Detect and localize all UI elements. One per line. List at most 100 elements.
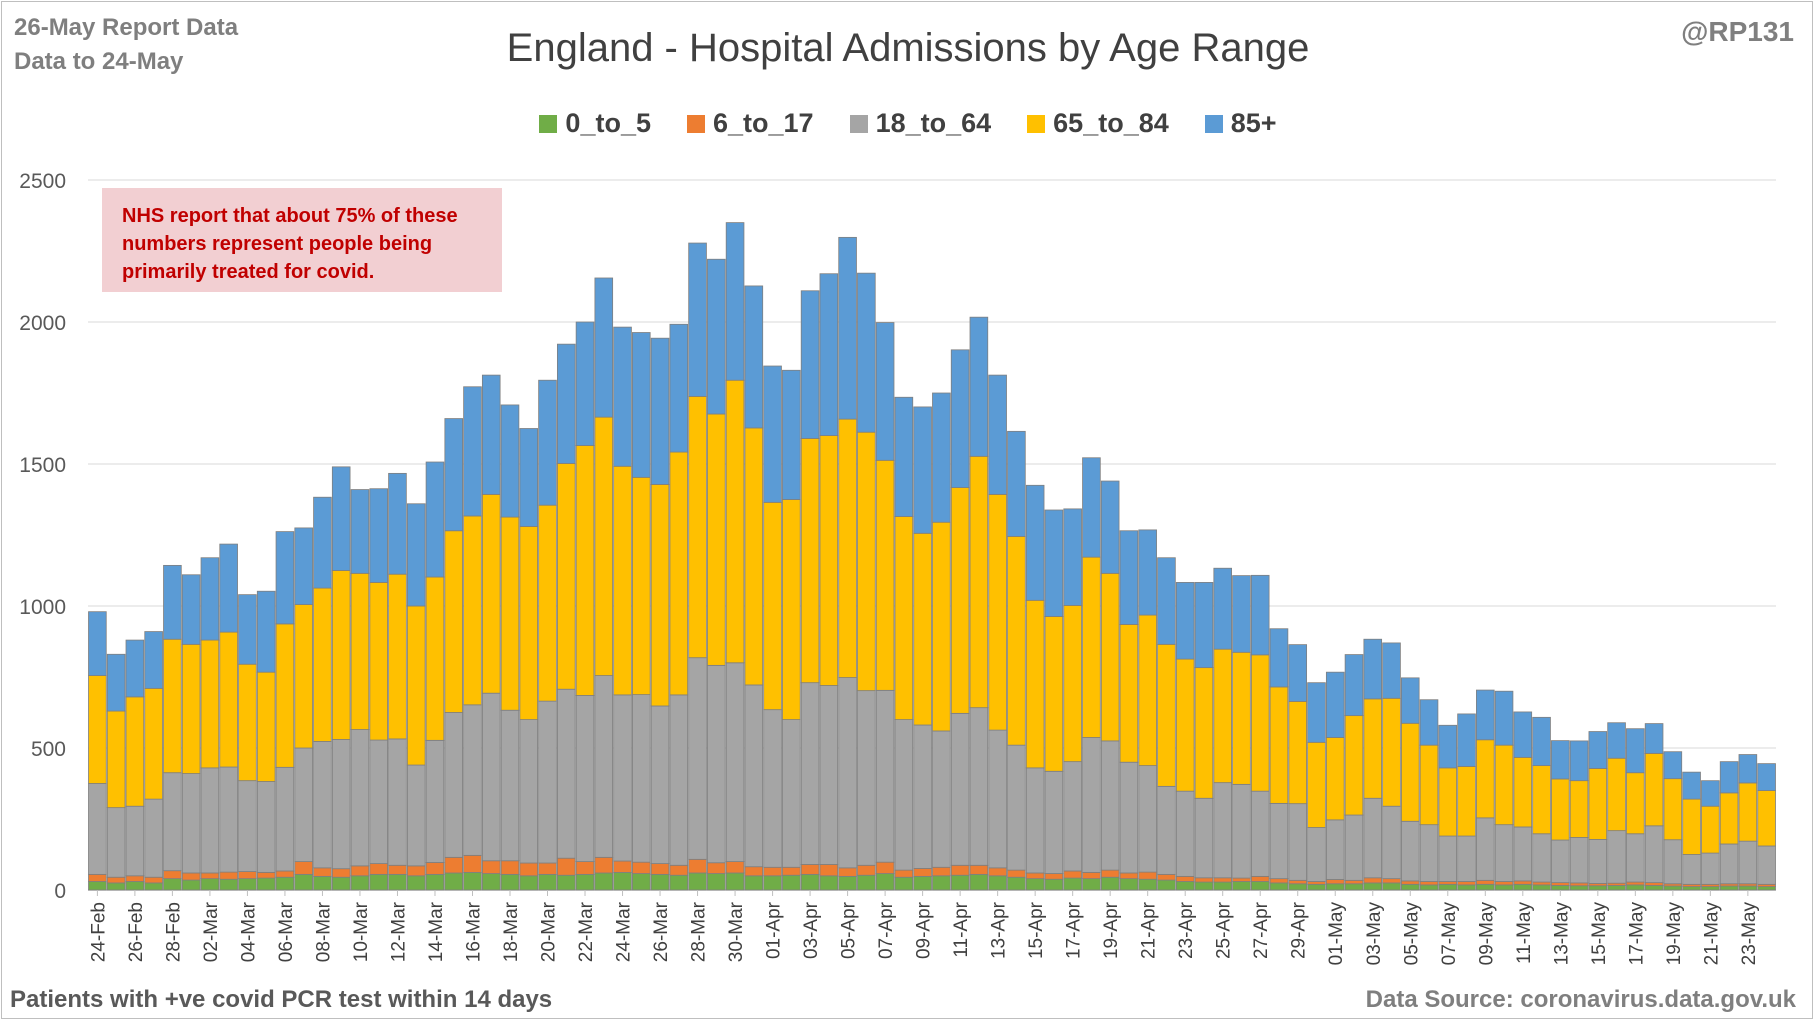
bar-segment-6_to_17 [744,866,764,877]
bar-segment-65_to_84 [894,516,914,720]
bar-segment-18_to_64 [1138,765,1157,873]
x-tick-label: 29-Apr [1289,901,1310,959]
bar-segment-65_to_84 [1307,741,1326,828]
bar-segment-65_to_84 [369,582,388,741]
bar-segment-85+ [857,272,876,433]
bar-segment-65_to_84 [88,675,107,784]
bar-segment-65_to_84 [763,501,782,711]
bar-segment-85+ [1044,509,1064,617]
bar-segment-65_to_84 [1250,654,1270,792]
annotation-line: primarily treated for covid. [122,261,375,283]
bar-segment-85+ [1494,690,1514,746]
bar-segment-85+ [1194,582,1214,669]
x-tick-label: 23-Apr [1176,901,1197,959]
bar-segment-65_to_84 [106,710,126,809]
bar-segment-85+ [1307,682,1326,743]
bar-segment-65_to_84 [1269,686,1289,804]
bar-segment-0_to_5 [1438,883,1458,891]
bar-segment-65_to_84 [500,516,520,711]
bar-segment-85+ [219,543,238,633]
bar-segment-6_to_17 [932,866,951,877]
bar-segment-85+ [125,639,145,698]
bar-segment-0_to_5 [1382,882,1401,891]
bar-segment-6_to_17 [1100,869,1120,878]
bar-segment-18_to_64 [275,766,295,872]
bar-segment-65_to_84 [538,504,557,702]
x-tick-label: 07-Apr [876,901,897,959]
bar-segment-0_to_5 [1588,885,1608,891]
bar-segment-65_to_84 [1044,616,1064,772]
bar-segment-6_to_17 [1175,875,1195,882]
bar-segment-85+ [1607,722,1626,759]
x-tick-label: 11-Apr [951,901,972,957]
data-to-label: Data to 24-May [14,48,184,75]
bar-segment-6_to_17 [163,870,182,880]
bar-segment-6_to_17 [1250,875,1270,882]
x-tick-label: 22-Mar [576,901,597,962]
bar-segment-85+ [1532,716,1551,767]
bar-segment-6_to_17 [707,862,726,874]
bar-segment-18_to_64 [969,707,989,866]
bar-segment-18_to_64 [988,729,1007,869]
bar-segment-0_to_5 [425,873,445,891]
bar-segment-85+ [913,406,932,534]
bar-segment-0_to_5 [1194,881,1214,891]
bar-segment-18_to_64 [238,780,257,872]
bar-segment-18_to_64 [519,719,539,864]
bar-segment-85+ [1363,638,1383,700]
x-tick-label: 28-Mar [689,901,710,962]
bar-segment-65_to_84 [313,587,332,742]
bar-segment-0_to_5 [688,872,707,891]
x-tick-label: 27-Apr [1251,901,1272,959]
bar-segment-6_to_17 [313,867,332,877]
bar-segment-65_to_84 [1175,658,1195,792]
bar-segment-6_to_17 [200,872,220,880]
bar-segment-65_to_84 [1513,756,1533,828]
bar-segment-85+ [1457,713,1476,767]
bar-segment-6_to_17 [519,862,539,877]
bar-segment-6_to_17 [725,861,745,874]
bar-segment-65_to_84 [932,521,951,732]
bar-segment-0_to_5 [819,875,839,891]
bar-segment-65_to_84 [1626,772,1645,835]
bar-segment-18_to_64 [538,700,557,864]
bar-segment-0_to_5 [1551,885,1570,891]
bar-segment-0_to_5 [1682,886,1701,891]
bar-segment-18_to_64 [369,739,388,864]
bar-segment-65_to_84 [350,572,370,730]
bar-segment-85+ [969,316,989,457]
bar-segment-0_to_5 [1063,877,1082,891]
bar-segment-6_to_17 [969,864,989,875]
bar-segment-18_to_64 [294,747,313,862]
bar-segment-18_to_64 [1513,826,1533,882]
bar-segment-0_to_5 [857,874,876,891]
bar-segment-6_to_17 [1438,881,1458,885]
x-tick-label: 05-May [1401,902,1422,966]
x-tick-label: 19-Apr [1101,901,1122,959]
bar-segment-65_to_84 [181,643,201,774]
bar-segment-0_to_5 [1419,884,1439,891]
bar-segment-18_to_64 [1175,790,1195,877]
bar-segment-18_to_64 [744,684,764,868]
bar-segment-6_to_17 [181,872,201,881]
bar-segment-85+ [1250,574,1270,656]
bar-segment-65_to_84 [163,638,182,774]
legend-label: 0_to_5 [565,108,651,138]
bar-segment-85+ [1325,671,1345,738]
bar-segment-0_to_5 [125,881,145,891]
bar-segment-0_to_5 [1701,886,1720,891]
bar-segment-0_to_5 [1082,878,1101,891]
bar-segment-6_to_17 [1138,871,1157,880]
bar-segment-0_to_5 [444,872,464,891]
bar-segment-85+ [632,332,651,478]
x-tick-label: 03-May [1364,902,1385,966]
bar-segment-85+ [1757,763,1776,791]
bar-segment-0_to_5 [988,875,1007,891]
bar-segment-85+ [1551,740,1570,780]
legend-swatch [686,114,705,133]
bar-segment-0_to_5 [613,871,632,891]
bar-segment-65_to_84 [406,605,426,766]
bar-segment-85+ [763,365,782,503]
bar-segment-85+ [1382,642,1401,699]
bar-segment-65_to_84 [1025,599,1045,769]
